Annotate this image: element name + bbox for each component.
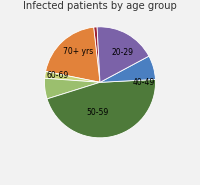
Text: 40-49: 40-49 xyxy=(132,78,154,87)
Wedge shape xyxy=(100,56,155,82)
Wedge shape xyxy=(97,27,149,82)
Wedge shape xyxy=(47,79,155,138)
Text: 70+ yrs: 70+ yrs xyxy=(63,47,93,56)
Wedge shape xyxy=(94,27,100,82)
Text: 60-69: 60-69 xyxy=(46,71,68,80)
Text: 50-59: 50-59 xyxy=(87,108,109,117)
Wedge shape xyxy=(46,27,100,82)
Title: Infected patients by age group: Infected patients by age group xyxy=(23,1,177,11)
Text: 20-29: 20-29 xyxy=(112,48,134,57)
Wedge shape xyxy=(45,78,100,99)
Wedge shape xyxy=(45,71,100,82)
